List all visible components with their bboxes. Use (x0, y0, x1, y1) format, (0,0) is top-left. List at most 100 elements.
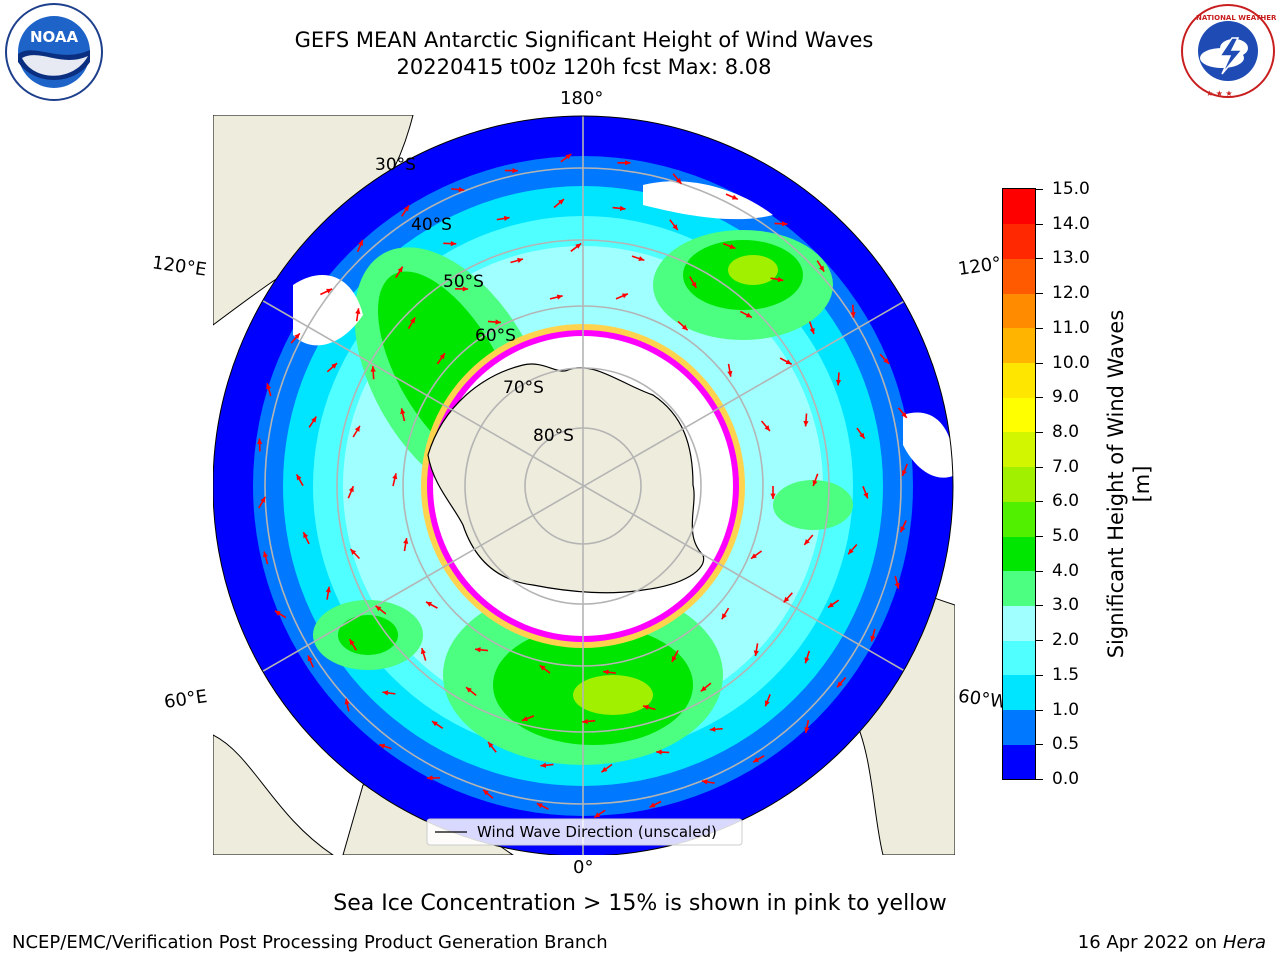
colorbar-tick (1036, 466, 1043, 468)
wind-arrow-head (274, 610, 281, 616)
wind-arrow-head (556, 294, 563, 300)
wind-arrow-head (303, 532, 309, 539)
lon-label-180: 180° (560, 88, 604, 109)
wind-arrow-head (656, 749, 662, 755)
colorbar-tick (1036, 223, 1043, 225)
wind-arrow-head (431, 721, 438, 727)
wind-arrow-head (870, 635, 876, 642)
colorbar-tick (1036, 640, 1043, 642)
map-legend: Wind Wave Direction (unscaled) (426, 818, 743, 846)
colorbar-tick-label: 11.0 (1052, 317, 1090, 338)
wind-arrow-head (483, 789, 489, 796)
colorbar-tick (1036, 258, 1043, 260)
wind-arrow-head (348, 486, 354, 493)
land-africa (212, 734, 335, 856)
wind-arrow-head (263, 551, 269, 558)
colorbar-segment (1003, 674, 1035, 711)
colorbar-tick (1036, 362, 1043, 364)
colorbar-tick-label: 0.0 (1052, 769, 1080, 789)
colorbar-tick (1036, 570, 1043, 572)
colorbar-segment (1003, 709, 1035, 745)
wind-arrow-head (331, 363, 338, 369)
colorbar-tick-label: 15.0 (1052, 179, 1090, 199)
wind-arrow-head (701, 779, 708, 785)
wind-arrow-head (700, 685, 707, 692)
map-svg: 30°S 40°S 50°S 60°S 70°S 80°S Wind Wave … (212, 114, 956, 857)
wind-arrow-head (785, 359, 792, 365)
wind-arrow-head (850, 312, 856, 318)
wind-arrow-head (354, 425, 360, 432)
colorbar-segment (1003, 501, 1035, 537)
graticule (213, 116, 953, 856)
wind-arrow-head (307, 655, 313, 662)
colorbar-tick-label: 10.0 (1052, 352, 1090, 373)
wind-arrow-head (901, 412, 907, 418)
sea-ice-note: Sea Ice Concentration > 15% is shown in … (333, 891, 947, 916)
colorbar-segment (1003, 223, 1035, 259)
colorbar-tick (1036, 501, 1043, 503)
wind-arrow-head (721, 613, 727, 620)
wind-arrow-head (594, 812, 601, 818)
wind-arrow-head (625, 160, 631, 166)
footer-date: 16 Apr 2022 on Hera (1078, 932, 1266, 953)
colorbar-segment (1003, 362, 1035, 398)
wind-arrow-head (539, 665, 546, 671)
wind-arrow-head (621, 293, 628, 299)
colorbar-tick-label: 4.0 (1052, 560, 1080, 581)
noaa-logo-text: NOAA (30, 28, 79, 46)
wind-arrow-head (804, 657, 810, 664)
colorbar-tick-label: 9.0 (1052, 387, 1080, 408)
wind-arrow-head (804, 539, 810, 545)
chart-title: GEFS MEAN Antarctic Significant Height o… (294, 28, 874, 52)
colorbar-tick (1036, 779, 1043, 780)
wind-arrow-head (809, 328, 815, 334)
wind-arrow-head (495, 319, 501, 325)
wind-arrow-head (392, 473, 398, 480)
wind-arrow-head (296, 474, 302, 481)
wind-arrow-head (901, 469, 907, 476)
chart-subtitle: 20220415 t00z 120h fcst Max: 8.08 (396, 55, 772, 79)
wind-arrow-head (731, 194, 738, 200)
wind-arrow-head (649, 802, 656, 808)
wind-arrow-head (582, 718, 588, 725)
wind-arrow-head (355, 308, 361, 315)
wind-arrow-head (812, 480, 818, 487)
wind-arrow-head (379, 743, 386, 749)
wind-arrow-head (837, 681, 843, 688)
wind-arrow-head (326, 288, 333, 294)
wind-arrow-head (427, 775, 433, 781)
colorbar-tick-label: 6.0 (1052, 491, 1080, 512)
wind-arrow-head (601, 766, 608, 773)
wind-arrow-head (344, 698, 350, 705)
wind-arrow-head (565, 153, 572, 160)
lon-label-120w: 120° (956, 253, 1003, 280)
lat-label-30s: 30°S (375, 155, 416, 175)
wind-arrow-head (311, 416, 317, 423)
wind-arrow-head (426, 601, 433, 607)
colorbar-tick-label: 0.5 (1052, 734, 1080, 755)
wind-arrow-head (349, 639, 355, 646)
colorbar-tick (1036, 605, 1043, 607)
wind-arrow-head (603, 669, 609, 675)
colorbar-tick (1036, 189, 1043, 190)
wind-arrow-head (643, 704, 649, 710)
colorbar-tick-label: 7.0 (1052, 456, 1080, 477)
wind-arrow-head (900, 526, 906, 533)
colorbar-segment (1003, 640, 1035, 676)
wind-arrow-head (517, 257, 524, 263)
wind-arrow-head (783, 596, 790, 603)
lon-label-60e: 60°E (162, 686, 209, 713)
wind-arrow-head (764, 700, 770, 707)
colorbar-tick (1036, 536, 1043, 538)
wind-arrow-head (894, 582, 900, 589)
wind-arrow-head (475, 647, 481, 653)
legend-label: Wind Wave Direction (unscaled) (477, 823, 717, 841)
wind-arrow-head (804, 727, 810, 733)
wind-arrow-head (883, 358, 890, 364)
colorbar-segment (1003, 189, 1035, 225)
wind-arrow-head (462, 286, 469, 292)
wind-arrow-head (781, 221, 788, 227)
wind-arrow-head (770, 493, 776, 499)
wind-arrow-head (859, 432, 865, 439)
wind-arrow-head (558, 199, 564, 205)
